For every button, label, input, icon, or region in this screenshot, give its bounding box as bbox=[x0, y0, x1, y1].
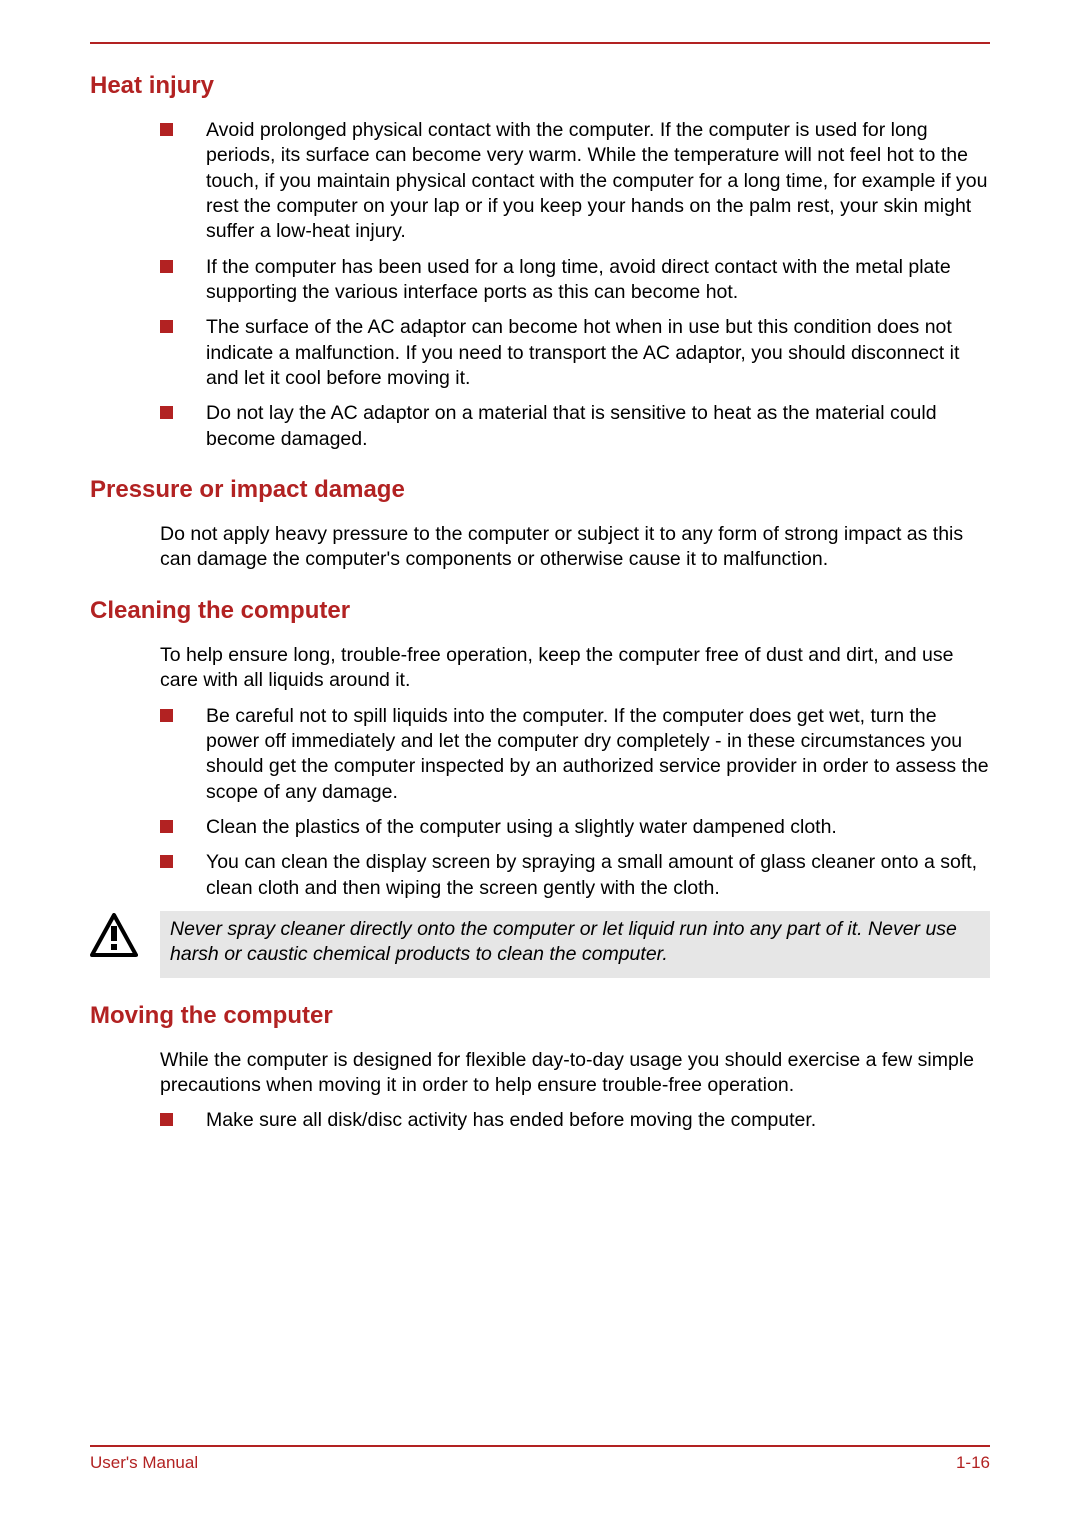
paragraph: While the computer is designed for flexi… bbox=[160, 1048, 990, 1099]
bullet-square-icon bbox=[160, 820, 173, 833]
paragraph: To help ensure long, trouble-free operat… bbox=[160, 643, 990, 694]
bullet-square-icon bbox=[160, 855, 173, 868]
list-item: Avoid prolonged physical contact with th… bbox=[160, 118, 990, 245]
cleaning-bullet-list: Be careful not to spill liquids into the… bbox=[90, 704, 990, 901]
pressure-body: Do not apply heavy pressure to the compu… bbox=[90, 522, 990, 573]
list-item: Be careful not to spill liquids into the… bbox=[160, 704, 990, 805]
list-item: If the computer has been used for a long… bbox=[160, 255, 990, 306]
bullet-text: The surface of the AC adaptor can become… bbox=[206, 316, 959, 389]
warning-triangle-icon bbox=[90, 911, 150, 962]
bullet-text: Make sure all disk/disc activity has end… bbox=[206, 1109, 816, 1131]
footer-left: User's Manual bbox=[90, 1453, 198, 1473]
heading-heat-injury: Heat injury bbox=[90, 72, 990, 100]
list-item: Clean the plastics of the computer using… bbox=[160, 815, 990, 840]
moving-bullet-list: Make sure all disk/disc activity has end… bbox=[90, 1108, 990, 1133]
heat-bullet-list: Avoid prolonged physical contact with th… bbox=[90, 118, 990, 452]
moving-intro: While the computer is designed for flexi… bbox=[90, 1048, 990, 1099]
bullet-text: Avoid prolonged physical contact with th… bbox=[206, 119, 987, 242]
page-footer: User's Manual 1-16 bbox=[90, 1445, 990, 1473]
bullet-square-icon bbox=[160, 709, 173, 722]
list-item: You can clean the display screen by spra… bbox=[160, 850, 990, 901]
list-item: Make sure all disk/disc activity has end… bbox=[160, 1108, 990, 1133]
bullet-text: If the computer has been used for a long… bbox=[206, 256, 951, 303]
top-rule bbox=[90, 42, 990, 44]
bullet-square-icon bbox=[160, 260, 173, 273]
bullet-square-icon bbox=[160, 123, 173, 136]
paragraph: Do not apply heavy pressure to the compu… bbox=[160, 522, 990, 573]
footer-right: 1-16 bbox=[956, 1453, 990, 1473]
heading-cleaning: Cleaning the computer bbox=[90, 597, 990, 625]
bullet-text: You can clean the display screen by spra… bbox=[206, 851, 977, 898]
list-item: Do not lay the AC adaptor on a material … bbox=[160, 401, 990, 452]
bullet-square-icon bbox=[160, 1113, 173, 1126]
warning-text: Never spray cleaner directly onto the co… bbox=[160, 911, 990, 978]
bullet-square-icon bbox=[160, 406, 173, 419]
footer-rule bbox=[90, 1445, 990, 1447]
heading-moving: Moving the computer bbox=[90, 1002, 990, 1030]
bullet-square-icon bbox=[160, 320, 173, 333]
warning-callout: Never spray cleaner directly onto the co… bbox=[90, 911, 990, 978]
heading-pressure-damage: Pressure or impact damage bbox=[90, 476, 990, 504]
list-item: The surface of the AC adaptor can become… bbox=[160, 315, 990, 391]
bullet-text: Do not lay the AC adaptor on a material … bbox=[206, 402, 937, 449]
cleaning-intro: To help ensure long, trouble-free operat… bbox=[90, 643, 990, 694]
bullet-text: Clean the plastics of the computer using… bbox=[206, 816, 837, 838]
bullet-text: Be careful not to spill liquids into the… bbox=[206, 705, 989, 803]
